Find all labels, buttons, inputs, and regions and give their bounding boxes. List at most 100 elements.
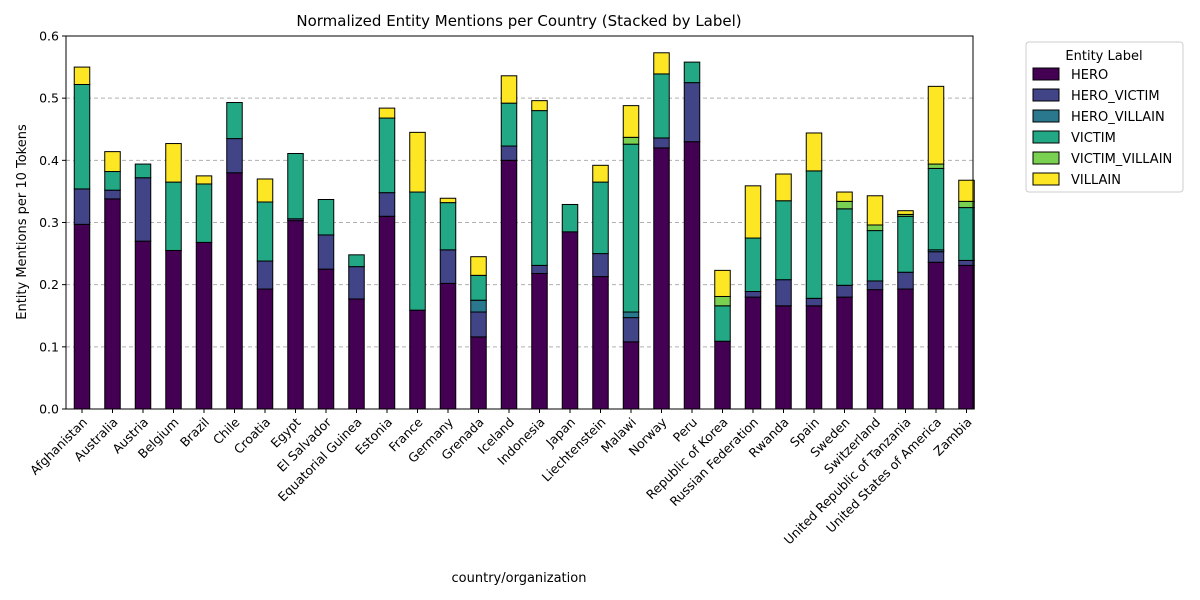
bar-segment-victim-villain <box>958 200 975 209</box>
bar-segment-villain <box>897 210 914 215</box>
bar-segment-villain <box>500 75 518 104</box>
bar-segment-hero <box>714 340 731 410</box>
bar-segment-victim-villain <box>714 295 731 307</box>
bar-segment-hero <box>134 240 152 410</box>
bar-segment-hero-victim <box>897 271 914 290</box>
bar-segment-victim <box>409 191 426 311</box>
bar-segment-villain <box>622 105 640 138</box>
bar-segment-hero-victim <box>348 266 365 300</box>
bar-segment-victim <box>744 237 762 293</box>
legend: Entity Label HERO HERO_VICTIM HERO_VILLAIN… <box>1025 41 1184 193</box>
legend-swatch <box>1032 109 1060 123</box>
bar-segment-hero <box>927 261 945 410</box>
bar-segment-villain <box>866 195 884 226</box>
bar-segment-hero <box>165 249 182 410</box>
y-tick-label: 0.2 <box>39 277 59 292</box>
legend-label: VICTIM <box>1071 131 1116 146</box>
bar-segment-hero <box>409 309 426 410</box>
bar-segment-victim <box>897 215 914 273</box>
bar-segment-hero <box>378 215 396 410</box>
bar-segment-villain <box>256 178 274 203</box>
bar-segment-villain <box>470 256 487 276</box>
bar-segment-villain <box>744 185 762 239</box>
bar-segment-hero <box>744 296 762 410</box>
bar-segment-victim <box>836 208 853 286</box>
bar-segment-hero <box>866 289 884 410</box>
bars-layer <box>73 52 975 410</box>
bar-segment-victim <box>775 200 792 281</box>
bar-segment-hero-victim <box>958 259 975 266</box>
bar-segment-hero <box>653 147 670 410</box>
bar-segment-villain <box>653 52 670 75</box>
legend-label: HERO_VILLAIN <box>1071 110 1165 125</box>
bar-segment-hero-victim <box>836 284 853 298</box>
bar-segment-hero-victim <box>744 291 762 298</box>
bar-segment-hero-victim <box>73 188 91 225</box>
bar-segment-victim <box>683 61 701 84</box>
y-tick-label: 0.4 <box>39 153 59 168</box>
bar-segment-hero-villain <box>470 299 487 313</box>
legend-label: VILLAIN <box>1071 173 1121 188</box>
bar-segment-villain <box>958 179 975 202</box>
bar-segment-hero-villain <box>622 311 640 319</box>
bar-segment-hero <box>775 305 792 410</box>
legend-swatch <box>1032 130 1060 144</box>
bar-segment-hero <box>683 141 701 410</box>
bar-segment-victim <box>561 203 579 233</box>
bar-segment-hero-victim <box>622 317 640 343</box>
bar-segment-victim <box>866 230 884 282</box>
bar-segment-villain <box>165 143 182 183</box>
bar-segment-villain <box>439 197 457 204</box>
bar-segment-hero <box>836 296 853 410</box>
bar-segment-victim <box>104 171 121 191</box>
bar-segment-villain <box>836 191 853 202</box>
bar-segment-hero-victim <box>439 249 457 284</box>
legend-items: HERO HERO_VICTIM HERO_VILLAIN VICTIM VICTIM_… <box>1032 67 1172 188</box>
bar-segment-hero-victim <box>134 177 152 242</box>
bar-segment-victim <box>958 207 975 261</box>
bar-segment-victim <box>165 181 182 251</box>
y-tick-label: 0.3 <box>39 215 59 230</box>
legend-swatch <box>1032 172 1060 186</box>
bar-segment-victim <box>287 152 304 220</box>
bar-segment-hero <box>500 159 518 410</box>
bar-segment-villain <box>592 164 609 183</box>
bar-segment-hero-victim <box>470 311 487 338</box>
legend-label: VICTIM_VILLAIN <box>1071 152 1172 167</box>
bar-segment-victim <box>531 110 548 266</box>
bar-segment-victim <box>500 102 518 147</box>
bar-segment-hero <box>805 305 823 410</box>
bar-segment-victim <box>256 201 274 262</box>
bar-segment-victim <box>927 167 945 251</box>
bar-segment-hero-victim <box>927 251 945 263</box>
bar-segment-hero-victim <box>866 280 884 291</box>
bar-segment-victim <box>592 181 609 255</box>
bar-segment-hero <box>897 288 914 410</box>
bar-segment-hero-victim <box>378 192 396 217</box>
bar-segment-hero-victim <box>775 279 792 307</box>
bar-segment-victim <box>195 183 213 243</box>
bar-segment-hero <box>256 288 274 410</box>
bar-segment-hero <box>561 231 579 410</box>
chart-title: Normalized Entity Mentions per Country (… <box>296 12 741 30</box>
bar-segment-victim <box>622 143 640 313</box>
x-axis-label: country/organization <box>452 571 587 586</box>
bar-segment-victim-villain <box>866 224 884 232</box>
bar-segment-hero <box>958 264 975 410</box>
y-tick-label: 0.5 <box>39 91 59 106</box>
y-axis-ticks: 0.0 0.1 0.2 0.3 0.4 0.5 0.6 <box>39 29 66 417</box>
bar-segment-villain <box>73 66 91 85</box>
bar-segment-hero <box>287 220 304 410</box>
y-tick-label: 0.1 <box>39 339 59 354</box>
bar-segment-hero-victim <box>500 145 518 161</box>
bar-segment-hero <box>439 282 457 410</box>
legend-label: HERO <box>1071 68 1108 83</box>
bar-segment-victim <box>653 73 670 139</box>
bar-segment-villain <box>378 107 396 119</box>
bar-segment-villain <box>714 269 731 297</box>
bar-segment-victim <box>378 117 396 194</box>
bar-segment-hero <box>104 198 121 410</box>
y-tick-label: 0.6 <box>39 29 59 44</box>
bar-segment-victim <box>134 163 152 179</box>
bar-segment-victim-villain <box>622 136 640 145</box>
